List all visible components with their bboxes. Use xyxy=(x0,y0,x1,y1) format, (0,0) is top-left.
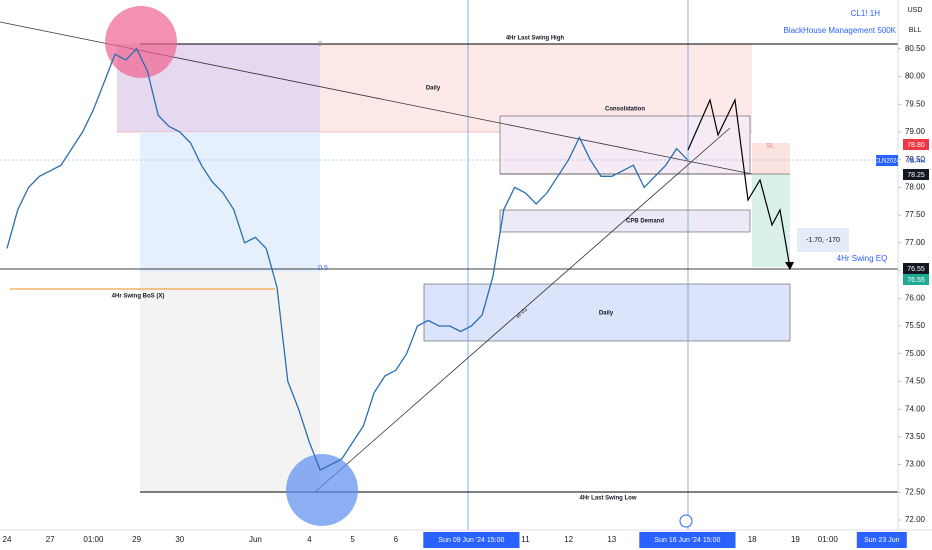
price-badge-label: 78.25 xyxy=(907,172,925,179)
price-badge xyxy=(903,274,929,285)
x-tick-label: 13 xyxy=(607,535,616,544)
label: 4Hr Last Swing Low xyxy=(579,496,636,502)
account: BlackHouse Management 500K xyxy=(783,26,896,35)
x-tick-label: 01:00 xyxy=(818,535,839,544)
y-tick-label: 80.50 xyxy=(905,44,926,53)
label: CPB Demand xyxy=(626,219,664,225)
y-tick-label: 74.00 xyxy=(905,404,926,413)
y-tick-label: 72.50 xyxy=(905,487,926,496)
x-tick-label: 01:00 xyxy=(83,535,104,544)
label: 0.5 xyxy=(318,265,328,272)
y-tick-label: 80.00 xyxy=(905,72,926,81)
sl-zone xyxy=(752,143,790,174)
y-tick-label: 79.00 xyxy=(905,127,926,136)
x-tick-label: Sun 09 Jun '24 15:00 xyxy=(438,537,504,544)
y-tick-label: 73.50 xyxy=(905,432,926,441)
x-tick-label: Jun xyxy=(249,535,262,544)
zone xyxy=(140,132,320,272)
y-tick-label: 75.00 xyxy=(905,349,926,358)
price-badge-label: 78.4H xyxy=(907,158,926,165)
x-tick-label: 18 xyxy=(748,535,757,544)
y-tick-label: 79.50 xyxy=(905,99,926,108)
x-tick-label: 4 xyxy=(307,535,312,544)
consolidation-box xyxy=(499,115,751,175)
price-badge xyxy=(903,169,929,180)
replay-icon[interactable] xyxy=(679,514,693,528)
label: 4Hr Swing EQ xyxy=(837,254,888,263)
label: 4Hr Swing BoS (X) xyxy=(112,294,165,300)
highlight-circle xyxy=(286,454,358,526)
x-tick-label: 5 xyxy=(350,535,355,544)
y-tick-label: 78.50 xyxy=(905,155,926,164)
price-line xyxy=(6,47,688,472)
zone xyxy=(140,272,320,492)
x-tick-label: 24 xyxy=(3,535,12,544)
price-badge-label: 76.55 xyxy=(907,277,925,284)
currency: USD xyxy=(908,7,923,14)
y-tick-label: 75.50 xyxy=(905,321,926,330)
x-tick-label: Sun 16 Jun '24 15:00 xyxy=(654,537,720,544)
label: Consolidation xyxy=(605,107,645,113)
x-tick-highlight xyxy=(423,532,520,548)
y-tick-label: 76.00 xyxy=(905,293,926,302)
x-tick-label: 19 xyxy=(791,535,800,544)
measure-label: -1.70, -170 xyxy=(806,237,840,244)
label: SL xyxy=(766,144,774,150)
highlight-circle xyxy=(105,6,177,78)
label: Daily xyxy=(426,86,441,92)
y-tick-label: 74.50 xyxy=(905,377,926,386)
daily-box xyxy=(423,283,791,342)
price-badge-label: 76.55 xyxy=(907,266,925,273)
y-tick-label: 78.00 xyxy=(905,182,926,191)
projection xyxy=(687,97,791,269)
y-tick-label: 73.00 xyxy=(905,460,926,469)
price-badge xyxy=(903,263,929,274)
x-tick-label: Sun 23 Jun xyxy=(864,537,900,544)
trend-line xyxy=(314,127,731,493)
x-tick-highlight xyxy=(856,532,907,548)
demand-box xyxy=(499,209,751,233)
label: 0 xyxy=(318,41,322,48)
y-tick-label: 77.00 xyxy=(905,238,926,247)
price-badge xyxy=(876,155,898,166)
price-badge xyxy=(903,139,929,150)
y-tick-label: 72.00 xyxy=(905,515,926,524)
y-tick-label: 77.50 xyxy=(905,210,926,219)
x-tick-label: 6 xyxy=(394,535,399,544)
x-tick-highlight xyxy=(639,532,736,548)
x-tick-label: 12 xyxy=(564,535,573,544)
label: Daily xyxy=(599,311,614,317)
x-tick-label: 11 xyxy=(521,535,530,544)
x-tick-label: 30 xyxy=(175,535,184,544)
x-tick-label: 29 xyxy=(132,535,141,544)
price-badge-label: CLN2024 xyxy=(874,159,900,165)
unit: BLL xyxy=(909,27,922,34)
label: 4Hr Last Swing High xyxy=(506,36,565,42)
x-tick-label: 27 xyxy=(46,535,55,544)
price-badge-label: 78.80 xyxy=(907,142,925,149)
symbol: CL1! 1H xyxy=(851,9,881,18)
measure-box xyxy=(797,228,849,252)
arrow-head xyxy=(785,262,794,270)
